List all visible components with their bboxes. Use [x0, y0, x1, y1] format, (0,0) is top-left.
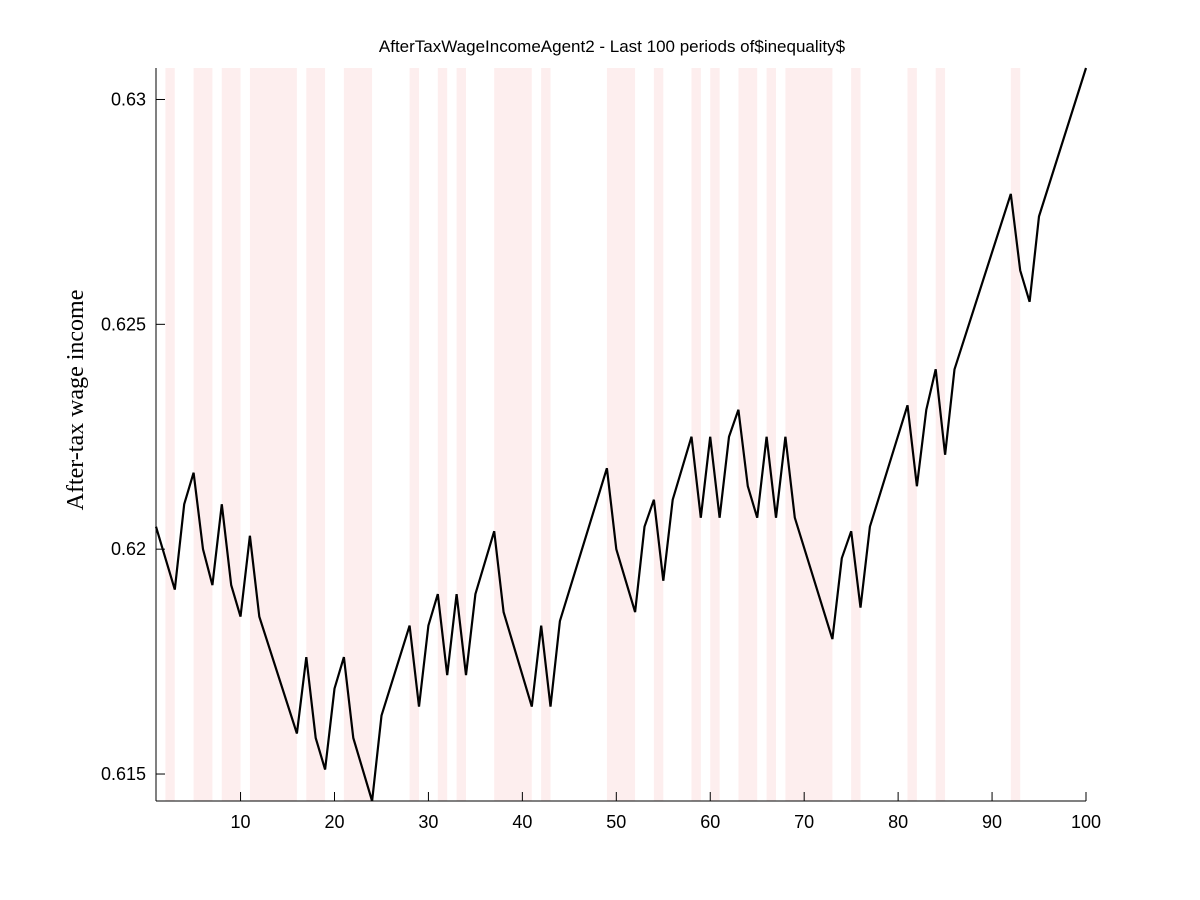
shaded-period-10 — [541, 68, 551, 801]
x-tick-label: 60 — [700, 812, 720, 832]
shaded-period-0 — [165, 68, 175, 801]
shaded-period-8 — [456, 68, 466, 801]
shaded-period-7 — [437, 68, 448, 801]
shaded-period-15 — [738, 68, 758, 801]
shaded-period-18 — [851, 68, 861, 801]
series-group — [154, 67, 1088, 802]
shaded-period-1 — [193, 68, 213, 801]
x-tick-label: 50 — [606, 812, 626, 832]
shaded-period-20 — [935, 68, 946, 801]
axes — [155, 68, 1086, 802]
shaded-period-12 — [653, 68, 664, 801]
shaded-period-16 — [766, 68, 776, 801]
shaded-period-6 — [409, 68, 420, 801]
x-tick-label: 70 — [794, 812, 814, 832]
chart-title: AfterTaxWageIncomeAgent2 - Last 100 peri… — [379, 37, 846, 56]
shaded-period-9 — [494, 68, 532, 801]
shaded-period-14 — [710, 68, 720, 801]
shaded-period-17 — [785, 68, 833, 801]
ticks: 10 20 30 40 50 60 70 80 90 100 0.615 0.62 0.625 0.63 — [101, 89, 1101, 832]
shaded-period-19 — [907, 68, 917, 801]
shaded-period-21 — [1010, 68, 1021, 801]
shaded-period-4 — [306, 68, 326, 801]
y-tick-label: 0.625 — [101, 314, 146, 334]
y-tick-label: 0.63 — [111, 89, 146, 109]
y-tick-label: 0.62 — [111, 539, 146, 559]
shaded-period-5 — [343, 68, 373, 801]
x-tick-label: 100 — [1071, 812, 1101, 832]
x-tick-label: 20 — [324, 812, 344, 832]
y-tick-label: 0.615 — [101, 764, 146, 784]
shaded-period-13 — [691, 68, 701, 801]
x-tick-label: 90 — [982, 812, 1002, 832]
x-tick-label: 30 — [418, 812, 438, 832]
series-line — [154, 67, 1088, 802]
shaded-regions — [165, 68, 1021, 801]
shaded-period-3 — [249, 68, 297, 801]
x-tick-label: 40 — [512, 812, 532, 832]
x-tick-label: 80 — [888, 812, 908, 832]
x-tick-label: 10 — [231, 812, 251, 832]
shaded-period-11 — [606, 68, 636, 801]
shaded-period-2 — [221, 68, 241, 801]
y-axis-label: After-tax wage income — [63, 290, 89, 511]
